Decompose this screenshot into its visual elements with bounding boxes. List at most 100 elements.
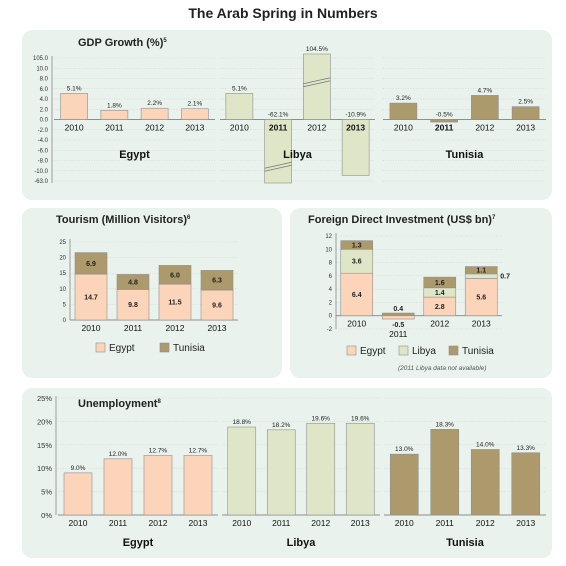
gdp-x-tick: 2010 [230, 123, 249, 133]
unemployment-bar-egypt [143, 455, 173, 516]
fdi-bar-egypt [381, 315, 415, 320]
unemployment-y-tick: 0% [41, 511, 52, 520]
tourism-y-tick: 20 [59, 256, 66, 262]
gdp-title: GDP Growth (%)5 [78, 37, 167, 49]
unemployment-value-label: 18.8% [233, 419, 252, 426]
unemployment-x-tick: 2011 [109, 518, 128, 528]
gdp-x-tick: 2011 [269, 123, 288, 133]
gdp-bar-egypt [181, 108, 209, 120]
unemployment-x-tick: 2010 [232, 518, 251, 528]
fdi-y-tick: 2 [329, 300, 333, 306]
gdp-bar-libya [341, 119, 370, 176]
gdp-x-tick: 2012 [475, 123, 494, 133]
gdp-x-tick: 2013 [185, 123, 204, 133]
gdp-axis-break-mark [303, 77, 331, 85]
unemployment-x-tick: 2012 [311, 518, 330, 528]
gdp-y-tick: 10.0 [36, 66, 48, 72]
gdp-chart: 105.0 10.0 8.0 6.0 4.0 2.0 0.0 -2.0 -4.0 -6.0 -8.0… [33, 46, 546, 185]
gdp-x-tick: 2011 [105, 123, 124, 133]
tourism-value-label: 11.5 [168, 300, 181, 307]
tourism-legend-label: Tunisia [173, 343, 205, 354]
gdp-y-tick: 2.0 [40, 107, 49, 113]
gdp-bar-tunisia [430, 119, 458, 123]
unemployment-value-label: 12.0% [109, 451, 128, 458]
fdi-value-label: 0.7 [500, 274, 510, 281]
fdi-value-label: -0.5 [392, 322, 404, 329]
fdi-x-tick: 2011 [389, 329, 408, 339]
tourism-value-label: 14.7 [84, 295, 98, 302]
fdi-value-label: 0.4 [393, 306, 403, 313]
gdp-value-label: -62.1% [268, 112, 289, 119]
unemployment-bar-libya [227, 426, 257, 516]
fdi-value-label: 1.1 [476, 268, 486, 275]
gdp-value-label: 104.5% [306, 46, 328, 53]
tourism-legend-label: Egypt [109, 343, 135, 354]
tourism-chart: 25 20 15 10 5 0 14.7 6.9 2010 9.8 4.8 2011 11.5 6.0 20… [59, 239, 238, 354]
tourism-legend-swatch [159, 342, 170, 353]
unemployment-bar-libya [266, 429, 296, 516]
gdp-value-label: 2.5% [518, 99, 533, 106]
unemployment-chart: 25% 20% 15% 10% 5% 0% 9.0% 2010 12.0% 2011 12.7% 20… [37, 394, 546, 549]
tourism-value-label: 6.3 [212, 278, 222, 285]
unemployment-value-label: 9.0% [71, 465, 86, 472]
fdi-y-tick: -2 [327, 327, 333, 333]
gdp-bar-tunisia [471, 95, 499, 120]
unemployment-bar-libya [306, 422, 336, 516]
fdi-title: Foreign Direct Investment (US$ bn)7 [308, 214, 496, 226]
tourism-value-label: 9.6 [212, 303, 222, 310]
unemployment-bar-tunisia [470, 449, 500, 516]
fdi-y-tick: 10 [325, 247, 332, 253]
tourism-y-tick: 25 [59, 240, 66, 246]
tourism-y-tick: 5 [63, 302, 67, 308]
unemployment-value-label: 19.6% [351, 415, 370, 422]
gdp-x-tick: 2011 [435, 123, 454, 133]
fdi-value-label: 6.4 [352, 292, 362, 299]
unemployment-value-label: 19.6% [312, 415, 331, 422]
unemployment-y-tick: 25% [37, 394, 52, 403]
gdp-y-tick: -10.0 [34, 169, 48, 175]
gdp-y-tick: 4.0 [40, 97, 49, 103]
gdp-axis-break-mark [264, 164, 292, 172]
unemployment-value-label: 12.7% [189, 448, 208, 455]
gdp-y-tick: 0.0 [40, 118, 49, 124]
fdi-y-tick: 6 [329, 274, 333, 280]
fdi-y-tick: 12 [325, 234, 332, 240]
unemployment-country-label: Egypt [123, 537, 154, 549]
fdi-bar-tunisia [464, 266, 498, 275]
unemployment-bar-tunisia [389, 453, 419, 516]
fdi-bar-tunisia [340, 240, 374, 250]
fdi-x-tick: 2010 [347, 319, 366, 329]
unemployment-value-label: 18.3% [436, 421, 455, 428]
gdp-y-tick: -63.0 [34, 179, 48, 185]
unemployment-x-tick: 2012 [476, 518, 495, 528]
tourism-bar-tunisia [200, 270, 234, 291]
unemployment-bar-egypt [183, 455, 213, 516]
unemployment-x-tick: 2012 [149, 518, 168, 528]
gdp-x-tick: 2012 [307, 123, 326, 133]
gdp-value-label: 2.1% [187, 101, 202, 108]
gdp-bar-libya [303, 53, 331, 120]
gdp-value-label: -0.5% [436, 112, 453, 119]
fdi-bar-tunisia [423, 276, 457, 289]
gdp-x-tick: 2010 [394, 123, 413, 133]
gdp-bar-tunisia [389, 102, 418, 120]
unemployment-x-tick: 2011 [436, 518, 455, 528]
fdi-x-tick: 2013 [472, 319, 491, 329]
tourism-y-tick: 10 [59, 287, 66, 293]
tourism-title: Tourism (Million Visitors)6 [56, 214, 191, 226]
gdp-bar-tunisia [511, 106, 540, 120]
unemployment-x-tick: 2011 [272, 518, 291, 528]
gdp-value-label: 5.1% [67, 85, 82, 92]
unemployment-value-label: 14.0% [476, 441, 495, 448]
tourism-panel [22, 208, 282, 378]
unemployment-y-tick: 10% [37, 464, 52, 473]
unemployment-bar-tunisia [511, 452, 541, 516]
fdi-y-tick: 4 [329, 287, 333, 293]
tourism-bar-egypt [74, 273, 108, 321]
unemployment-value-label: 12.7% [149, 448, 168, 455]
gdp-y-tick: -6.0 [38, 148, 49, 154]
fdi-legend-label: Libya [412, 346, 436, 357]
gdp-y-tick: 6.0 [40, 87, 49, 93]
unemployment-x-tick: 2013 [516, 518, 535, 528]
